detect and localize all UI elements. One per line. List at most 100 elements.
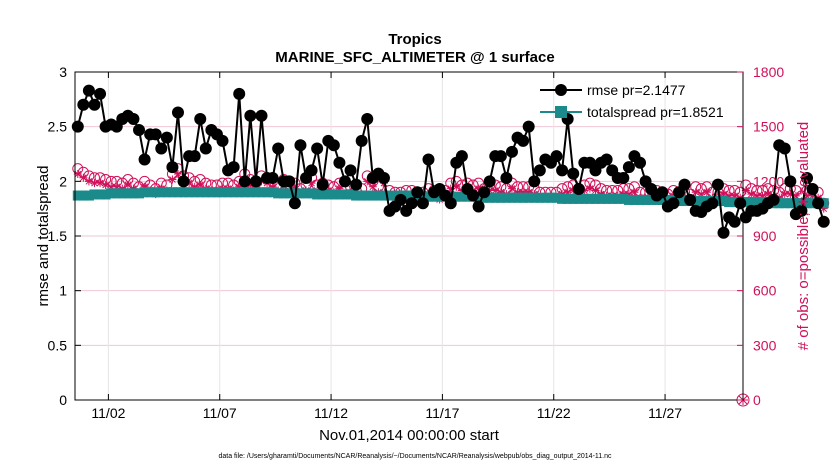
rmse-point bbox=[94, 87, 107, 100]
obs-evaluated-point bbox=[446, 184, 455, 193]
totalspread-point bbox=[451, 191, 462, 202]
obs-evaluated-point bbox=[741, 186, 750, 195]
rmse-point bbox=[817, 215, 830, 228]
rmse-point bbox=[138, 153, 151, 166]
totalspread-point bbox=[200, 187, 211, 198]
rmse-point bbox=[801, 172, 814, 185]
rmse-point bbox=[517, 134, 530, 147]
totalspread-point bbox=[579, 193, 590, 204]
rmse-point bbox=[350, 178, 363, 191]
totalspread-point bbox=[167, 187, 178, 198]
totalspread-point bbox=[607, 193, 618, 204]
obs-evaluated-point bbox=[496, 188, 505, 197]
totalspread-point bbox=[401, 190, 412, 201]
x-tick-label: 11/17 bbox=[425, 405, 459, 421]
totalspread-point bbox=[239, 187, 250, 198]
y2-tick-label: 1200 bbox=[753, 173, 784, 189]
rmse-point bbox=[294, 139, 307, 152]
x-tick-label: 11/02 bbox=[91, 405, 125, 421]
obs-evaluated-point bbox=[519, 188, 528, 197]
totalspread-point bbox=[339, 189, 350, 200]
totalspread-point bbox=[161, 187, 172, 198]
x-tick-label: 11/22 bbox=[537, 405, 571, 421]
obs-evaluated-point bbox=[764, 190, 773, 199]
axis-ticks: 0 0.5 1 1.5 2 2.5 3 0 300 600 900 1200 1500 1800 11/02… bbox=[48, 64, 785, 421]
x-tick-label: 11/07 bbox=[203, 405, 237, 421]
totalspread-point bbox=[100, 189, 111, 200]
obs-evaluated-point bbox=[168, 175, 177, 184]
obs-evaluated-point bbox=[246, 180, 255, 189]
totalspread-point bbox=[746, 197, 757, 208]
rmse-point bbox=[166, 161, 179, 174]
totalspread-point bbox=[150, 187, 161, 198]
obs-evaluated-point bbox=[190, 182, 199, 191]
rmse-point bbox=[505, 145, 518, 158]
totalspread-point bbox=[774, 198, 785, 209]
rmse-point bbox=[344, 164, 357, 177]
y-axis-label: rmse and totalspread bbox=[35, 166, 52, 307]
obs-evaluated-point bbox=[96, 179, 105, 188]
rmse-point bbox=[272, 142, 285, 155]
totalspread-point bbox=[545, 192, 556, 203]
obs-evaluated-point bbox=[107, 182, 116, 191]
totalspread-point bbox=[312, 189, 323, 200]
rmse-point bbox=[82, 84, 95, 97]
obs-evaluated-point bbox=[752, 191, 761, 200]
rmse-point bbox=[767, 193, 780, 206]
totalspread-point bbox=[189, 187, 200, 198]
totalspread-point bbox=[234, 187, 245, 198]
rmse-point bbox=[127, 113, 140, 126]
rmse-point bbox=[327, 139, 340, 152]
totalspread-point bbox=[278, 188, 289, 199]
chart-subtitle: MARINE_SFC_ALTIMETER @ 1 surface bbox=[275, 49, 554, 66]
rmse-point bbox=[478, 186, 491, 199]
rmse-point bbox=[133, 123, 146, 136]
y2-axis-label: # of obs: o=possible; ∗=evaluated bbox=[795, 122, 812, 351]
totalspread-point bbox=[245, 187, 256, 198]
y-tick-label: 1.5 bbox=[48, 228, 68, 244]
rmse-point bbox=[711, 178, 724, 191]
totalspread-point bbox=[590, 193, 601, 204]
rmse-point bbox=[533, 164, 546, 177]
rmse-point bbox=[361, 113, 374, 126]
totalspread-point bbox=[495, 192, 506, 203]
totalspread-point bbox=[345, 189, 356, 200]
totalspread-point bbox=[557, 193, 568, 204]
totalspread-point bbox=[195, 187, 206, 198]
totalspread-point bbox=[562, 193, 573, 204]
totalspread-point bbox=[534, 192, 545, 203]
totalspread-point bbox=[72, 190, 83, 201]
rmse-point bbox=[734, 197, 747, 210]
rmse-point bbox=[622, 161, 635, 174]
totalspread-point bbox=[490, 192, 501, 203]
totalspread-point bbox=[751, 197, 762, 208]
rmse-point bbox=[778, 142, 791, 155]
obs-evaluated-point bbox=[808, 191, 817, 200]
obs-evaluated-point bbox=[452, 182, 461, 191]
rmse-point bbox=[600, 153, 613, 166]
rmse-point bbox=[188, 150, 201, 163]
totalspread-point bbox=[334, 189, 345, 200]
totalspread-point bbox=[211, 187, 222, 198]
y2-tick-label: 300 bbox=[753, 337, 777, 353]
totalspread-point bbox=[662, 194, 673, 205]
totalspread-point bbox=[139, 187, 150, 198]
totalspread-point bbox=[172, 187, 183, 198]
rmse-point bbox=[171, 106, 184, 119]
totalspread-point bbox=[156, 187, 167, 198]
obs-evaluated-point bbox=[697, 190, 706, 199]
rmse-point bbox=[355, 134, 368, 147]
rmse-point bbox=[77, 98, 90, 111]
totalspread-point bbox=[117, 188, 128, 199]
obs-evaluated-point bbox=[123, 180, 132, 189]
rmse-point bbox=[405, 197, 418, 210]
totalspread-point bbox=[223, 187, 234, 198]
totalspread-point bbox=[145, 187, 156, 198]
totalspread-point bbox=[612, 193, 623, 204]
obs-evaluated-point bbox=[691, 188, 700, 197]
totalspread-point bbox=[373, 190, 384, 201]
obs-evaluated-point bbox=[368, 182, 377, 191]
obs-evaluated-point bbox=[758, 191, 767, 200]
obs-evaluated-point bbox=[563, 188, 572, 197]
rmse-point bbox=[422, 153, 435, 166]
